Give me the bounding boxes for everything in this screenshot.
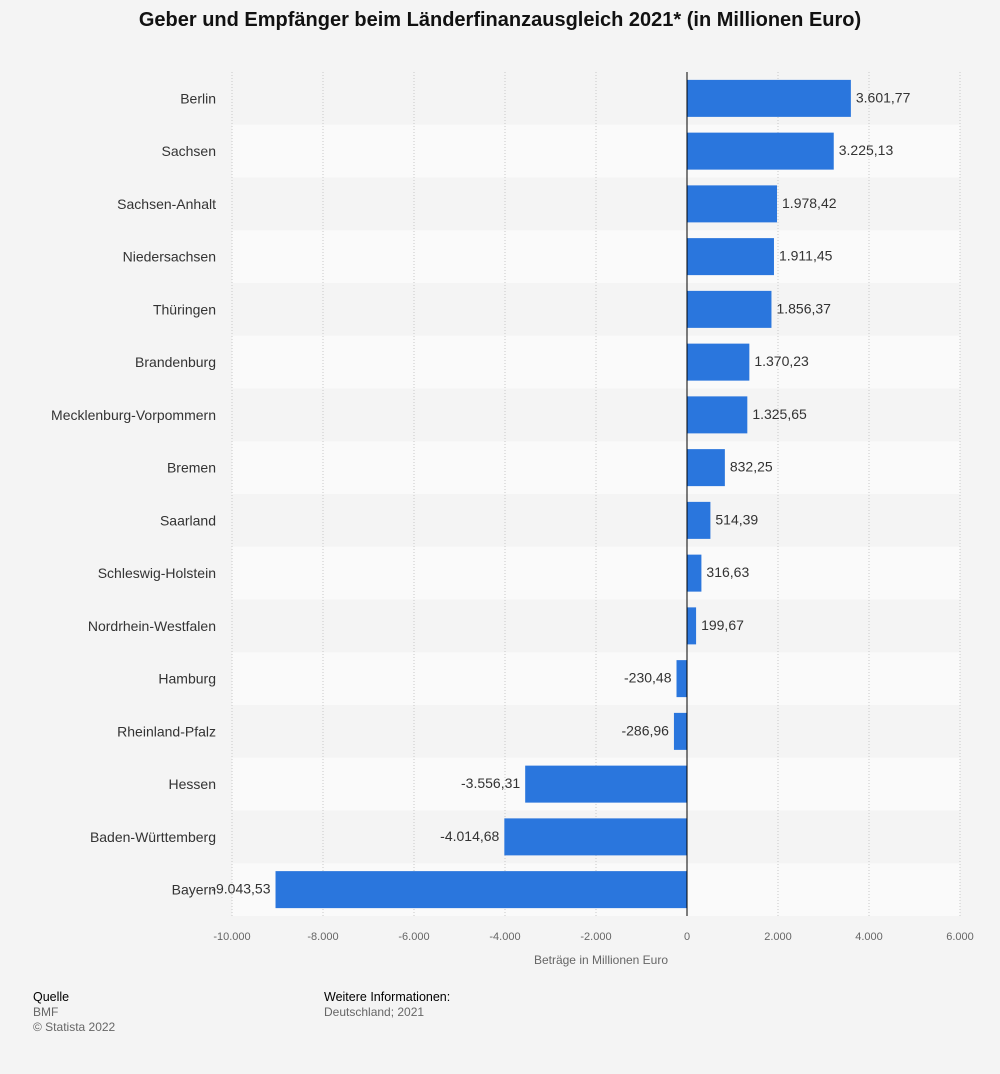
source-name[interactable]: BMF bbox=[33, 1005, 59, 1019]
category-labels: Berlin Sachsen Sachsen-Anhalt Niedersachsen… bbox=[51, 90, 216, 897]
value-label: 3.225,13 bbox=[839, 142, 894, 158]
source-heading: Quelle bbox=[33, 990, 70, 1004]
bar[interactable] bbox=[687, 185, 778, 223]
category-label: Thüringen bbox=[153, 301, 216, 317]
row-band bbox=[232, 335, 960, 389]
category-label: Sachsen-Anhalt bbox=[117, 196, 216, 212]
category-label: Berlin bbox=[180, 90, 216, 106]
x-tick-label: -6.000 bbox=[398, 931, 429, 943]
x-tick-labels: -10.000 -8.000 -6.000 -4.000 -2.000 0 2.000 4.0… bbox=[213, 931, 973, 943]
category-label: Hamburg bbox=[158, 671, 216, 687]
category-label: Hessen bbox=[169, 776, 216, 792]
bars bbox=[275, 79, 851, 909]
bar[interactable] bbox=[275, 871, 687, 909]
category-label: Bremen bbox=[167, 460, 216, 476]
category-label: Niedersachsen bbox=[123, 249, 216, 265]
info-heading: Weitere Informationen: bbox=[324, 990, 451, 1004]
bar[interactable] bbox=[687, 449, 725, 487]
row-band bbox=[232, 705, 960, 758]
category-label: Sachsen bbox=[162, 143, 216, 159]
category-label: Saarland bbox=[160, 512, 216, 528]
info-block: Weitere Informationen: Deutschland; 2021 bbox=[324, 990, 450, 1020]
value-label: -286,96 bbox=[621, 722, 669, 738]
bar[interactable] bbox=[525, 765, 687, 803]
value-label: 1.370,23 bbox=[754, 353, 809, 369]
x-tick-label: -10.000 bbox=[213, 931, 250, 943]
x-tick-label: -4.000 bbox=[489, 931, 520, 943]
bar[interactable] bbox=[676, 660, 687, 698]
x-tick-label: 4.000 bbox=[855, 931, 883, 943]
category-label: Brandenburg bbox=[135, 354, 216, 370]
bar[interactable] bbox=[687, 132, 834, 170]
source-block: Quelle BMF © Statista 2022 bbox=[33, 990, 115, 1035]
x-tick-label: -2.000 bbox=[580, 931, 611, 943]
value-label: 316,63 bbox=[706, 564, 749, 580]
value-label: 199,67 bbox=[701, 617, 744, 633]
value-label: 514,39 bbox=[715, 511, 758, 527]
row-band bbox=[232, 599, 960, 653]
info-text: Deutschland; 2021 bbox=[324, 1005, 425, 1019]
category-label: Baden-Württemberg bbox=[90, 829, 216, 845]
category-label: Bayern bbox=[172, 882, 216, 898]
bar[interactable] bbox=[504, 818, 687, 856]
bar[interactable] bbox=[687, 79, 851, 117]
bar[interactable] bbox=[687, 554, 702, 592]
x-axis-label: Beträge in Millionen Euro bbox=[534, 953, 668, 967]
value-label: 1.911,45 bbox=[779, 248, 833, 264]
value-label: 1.325,65 bbox=[752, 406, 807, 422]
value-label: -3.556,31 bbox=[461, 775, 520, 791]
value-label: 1.856,37 bbox=[776, 300, 831, 316]
chart-title: Geber und Empfänger beim Länderfinanzaus… bbox=[138, 9, 862, 31]
category-label: Nordrhein-Westfalen bbox=[88, 618, 216, 634]
bar[interactable] bbox=[687, 290, 772, 328]
x-tick-label: 0 bbox=[684, 931, 690, 943]
value-label: -9.043,53 bbox=[211, 881, 270, 897]
bar[interactable] bbox=[687, 343, 750, 381]
bar-chart: Berlin Sachsen Sachsen-Anhalt Niedersachsen… bbox=[51, 72, 974, 967]
x-tick-label: -8.000 bbox=[307, 931, 338, 943]
value-label: 3.601,77 bbox=[856, 89, 911, 105]
bar[interactable] bbox=[673, 712, 687, 750]
x-tick-label: 2.000 bbox=[764, 931, 792, 943]
bar[interactable] bbox=[687, 396, 748, 434]
bar[interactable] bbox=[687, 238, 774, 276]
row-band bbox=[232, 230, 960, 283]
category-label: Rheinland-Pfalz bbox=[117, 723, 216, 739]
value-label: 1.978,42 bbox=[782, 195, 837, 211]
value-label: -230,48 bbox=[624, 670, 672, 686]
value-label: 832,25 bbox=[730, 459, 773, 475]
value-labels: 3.601,77 3.225,13 1.978,42 1.911,45 1.856,37… bbox=[211, 89, 910, 896]
bar[interactable] bbox=[687, 607, 697, 645]
category-label: Mecklenburg-Vorpommern bbox=[51, 407, 216, 423]
bar[interactable] bbox=[687, 501, 711, 539]
value-label: -4.014,68 bbox=[440, 828, 499, 844]
copyright[interactable]: © Statista 2022 bbox=[33, 1020, 116, 1034]
category-label: Schleswig-Holstein bbox=[98, 565, 216, 581]
x-tick-label: 6.000 bbox=[946, 931, 974, 943]
